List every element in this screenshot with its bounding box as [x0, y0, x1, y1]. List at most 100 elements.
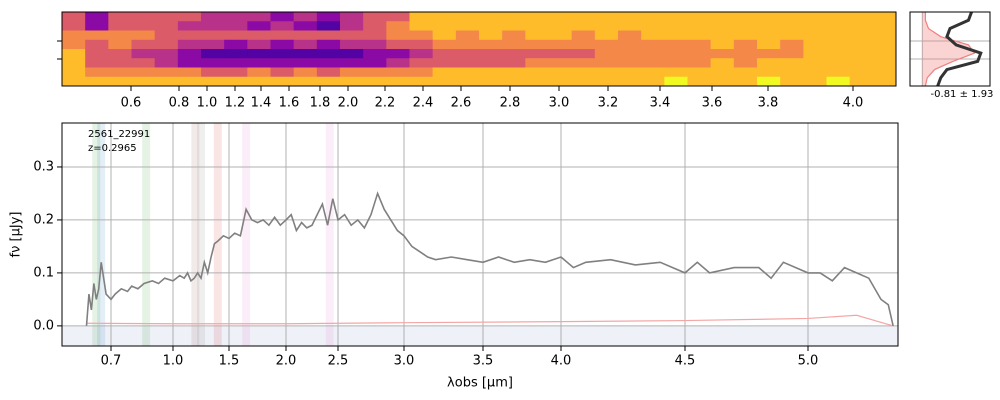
heat-cell: [525, 30, 549, 41]
heat-cell: [409, 39, 434, 50]
heat-cell: [293, 67, 318, 78]
x-tick-label: 2.4: [413, 96, 434, 111]
heat-cell: [525, 21, 549, 31]
heat-cell: [386, 76, 410, 87]
line-marker: [242, 123, 251, 346]
heat-cell: [363, 12, 387, 22]
heat-cell: [85, 58, 109, 68]
heat-cell: [293, 39, 318, 50]
heat-cell: [363, 76, 387, 87]
heat-cell: [270, 21, 295, 31]
heat-cell: [525, 12, 549, 22]
heat-cell: [502, 49, 526, 59]
heat-cell: [432, 58, 457, 68]
heat-cell: [618, 58, 642, 68]
heat-cell: [201, 58, 225, 68]
heat-cell: [409, 30, 434, 41]
heat-cell: [432, 67, 457, 78]
heat-cell: [247, 67, 271, 78]
heat-cell: [293, 58, 318, 68]
x-tick-label: 0.6: [121, 96, 142, 111]
heat-cell: [455, 49, 480, 59]
heat-cell: [247, 12, 271, 22]
heat-cell: [849, 67, 874, 78]
heat-cell: [85, 39, 109, 50]
heat-cell: [571, 76, 596, 87]
heat-cell: [316, 76, 341, 87]
heat-cell: [62, 76, 86, 87]
heat-cell: [131, 30, 156, 41]
heat-cell: [62, 49, 86, 59]
heat-cell: [386, 12, 410, 22]
profile-frame: [909, 11, 991, 87]
heat-cell: [316, 21, 341, 31]
heat-cell: [432, 21, 457, 31]
heat-cell: [201, 49, 225, 59]
heat-cell: [664, 30, 688, 41]
heat-cell: [502, 39, 526, 50]
heat-cell: [340, 67, 364, 78]
heat-cell: [224, 67, 248, 78]
heat-cell: [316, 30, 341, 41]
heat-cell: [154, 21, 179, 31]
heat-cell: [525, 49, 549, 59]
heat-cell: [664, 58, 688, 68]
heat-cell: [386, 39, 410, 50]
heat-cell: [154, 49, 179, 59]
heat-cell: [780, 39, 804, 50]
heat-cell: [548, 76, 573, 87]
x-tick-label: 1.4: [251, 96, 272, 111]
heat-cell: [780, 21, 804, 31]
heat-cell: [548, 49, 573, 59]
heat-cell: [803, 49, 827, 59]
heat-cell: [872, 12, 897, 22]
heat-cell: [849, 49, 874, 59]
heat-cell: [62, 67, 86, 78]
heat-cell: [108, 67, 132, 78]
heat-cell: [108, 30, 132, 41]
heat-cell: [409, 67, 434, 78]
heat-cell: [826, 49, 851, 59]
x-tick-label: 3.0: [549, 96, 570, 111]
heat-cell: [247, 58, 271, 68]
heat-cell: [455, 39, 480, 50]
heat-cell: [386, 67, 410, 78]
heat-cell: [293, 12, 318, 22]
heat-cell: [849, 76, 874, 87]
heat-cell: [733, 49, 758, 59]
heat-cell: [872, 30, 897, 41]
heat-cell: [757, 21, 781, 31]
heat-cell: [525, 39, 549, 50]
heat-cell: [733, 12, 758, 22]
heat-cell: [872, 21, 897, 31]
profile-annotation: -0.81 ± 1.93: [931, 89, 994, 100]
heat-cell: [85, 76, 109, 87]
heat-cell: [177, 67, 202, 78]
heat-cell: [618, 76, 642, 87]
heat-cell: [618, 39, 642, 50]
x-tick-label: 3.0: [394, 354, 415, 369]
heat-cell: [177, 76, 202, 87]
heat-cell: [131, 39, 156, 50]
heat-cell: [409, 21, 434, 31]
heat-cell: [455, 67, 480, 78]
heat-cell: [872, 76, 897, 87]
heat-cell: [293, 49, 318, 59]
x-tick-label: 3.6: [702, 96, 723, 111]
heat-cell: [710, 30, 735, 41]
heat-cell: [525, 76, 549, 87]
heat-cell: [62, 21, 86, 31]
heat-cell: [201, 12, 225, 22]
heat-cell: [618, 12, 642, 22]
heat-cell: [618, 67, 642, 78]
heat-cell: [733, 76, 758, 87]
x-axis-label: λobs [μm]: [447, 376, 513, 391]
heat-cell: [293, 76, 318, 87]
x-tick-label: 1.0: [163, 354, 184, 369]
heat-cell: [548, 58, 573, 68]
x-tick-label: 1.0: [197, 96, 218, 111]
heat-cell: [502, 58, 526, 68]
annotation: z=0.2965: [88, 143, 137, 154]
heat-cell: [757, 30, 781, 41]
line-marker: [142, 123, 151, 346]
